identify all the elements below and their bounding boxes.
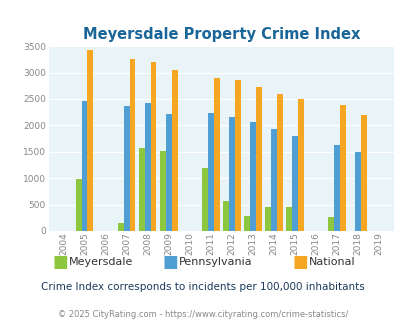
Bar [165,114,171,231]
Text: Crime Index corresponds to incidents per 100,000 inhabitants: Crime Index corresponds to incidents per… [41,282,364,292]
Bar [354,152,360,231]
Bar [234,80,240,231]
Text: ■: ■ [53,253,68,271]
Bar [270,129,276,231]
Bar [333,145,339,231]
Text: Meyersdale: Meyersdale [69,257,133,267]
Text: National: National [308,257,354,267]
Bar [339,105,345,231]
Bar [129,59,135,231]
Text: © 2025 CityRating.com - https://www.cityrating.com/crime-statistics/: © 2025 CityRating.com - https://www.city… [58,310,347,319]
Bar [150,61,156,231]
Bar [144,103,150,231]
Bar [201,168,207,231]
Bar [124,106,129,231]
Bar [160,151,165,231]
Bar [75,179,81,231]
Bar [117,222,124,231]
Text: ■: ■ [292,253,307,271]
Bar [139,148,144,231]
Bar [171,71,177,231]
Bar [291,136,297,231]
Bar [87,50,93,231]
Bar [327,217,333,231]
Bar [297,99,303,231]
Bar [243,216,249,231]
Bar [264,207,270,231]
Text: ■: ■ [162,253,178,271]
Bar [222,201,228,231]
Bar [360,115,366,231]
Text: Pennsylvania: Pennsylvania [178,257,252,267]
Bar [81,101,87,231]
Bar [207,113,213,231]
Bar [249,122,255,231]
Bar [228,117,234,231]
Title: Meyersdale Property Crime Index: Meyersdale Property Crime Index [82,27,359,42]
Bar [255,87,261,231]
Bar [276,94,282,231]
Bar [213,78,219,231]
Bar [286,207,291,231]
